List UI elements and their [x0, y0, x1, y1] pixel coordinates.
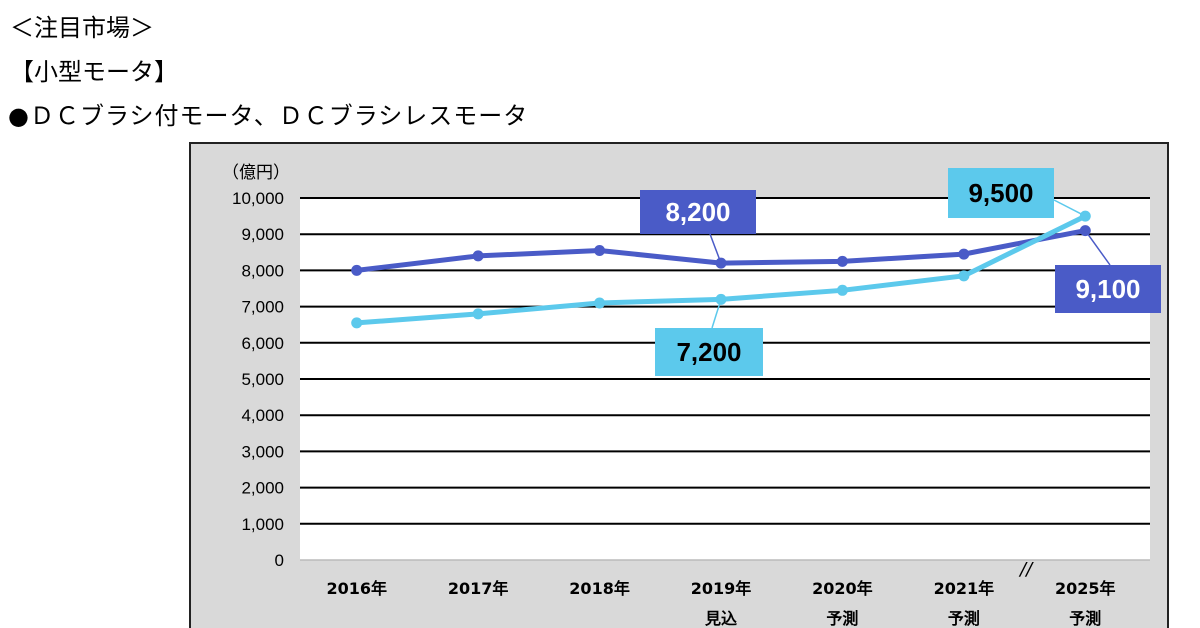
data-label-box [655, 328, 763, 376]
chart-subtitle: ●ＤＣブラシ付モータ、ＤＣブラシレスモータ [8, 102, 529, 130]
y-tick-label: 2,000 [241, 479, 284, 498]
series-dark-point [594, 244, 606, 256]
series-dark-point [958, 248, 970, 260]
annotation-leader [711, 299, 722, 329]
series-dark-point [351, 264, 363, 276]
y-tick-label: 3,000 [241, 442, 284, 461]
y-tick-label: 7,000 [241, 298, 284, 317]
x-tick-note: 予測 [948, 609, 980, 628]
series-dark-point [836, 255, 848, 267]
x-tick-label: 2020年 [812, 579, 873, 598]
data-label: 9,100 [1075, 274, 1140, 304]
series-light-point [594, 297, 606, 309]
x-tick-label: 2017年 [448, 579, 509, 598]
x-tick-label: 2016年 [326, 579, 387, 598]
category-heading: 【小型モータ】 [10, 58, 178, 86]
data-label: 8,200 [665, 197, 730, 227]
data-label-box [948, 168, 1054, 218]
section-heading: ＜注目市場＞ [10, 14, 154, 42]
y-tick-label: 0 [275, 551, 284, 570]
series-light-point [472, 308, 484, 320]
y-axis-unit-label: （億円） [222, 163, 290, 182]
data-label: 9,500 [968, 178, 1033, 208]
y-tick-label: 9,000 [241, 225, 284, 244]
data-label-box [1055, 265, 1161, 313]
x-tick-note: 見込 [704, 609, 737, 628]
y-tick-label: 8,000 [241, 261, 284, 280]
x-tick-label: 2019年 [691, 579, 752, 598]
x-tick-label: 2018年 [569, 579, 630, 598]
annotation-leader [709, 233, 722, 264]
y-tick-label: 4,000 [241, 406, 284, 425]
y-tick-label: 6,000 [241, 334, 284, 353]
series-light-point [836, 284, 848, 296]
y-tick-label: 5,000 [241, 370, 284, 389]
x-tick-label: 2025年 [1055, 579, 1116, 598]
x-tick-note: 予測 [826, 609, 858, 628]
x-tick-note: 予測 [1069, 609, 1101, 628]
data-label-box [640, 190, 756, 234]
annotation-leader [1084, 230, 1111, 266]
y-tick-label: 1,000 [241, 515, 284, 534]
x-tick-label: 2021年 [934, 579, 995, 598]
data-label: 7,200 [676, 337, 741, 367]
axis-break-mark: // [1018, 559, 1034, 580]
series-light-point [958, 270, 970, 282]
series-dark-point [472, 250, 484, 262]
y-tick-label: 10,000 [232, 189, 284, 208]
series-light-point [351, 317, 363, 329]
annotation-leader [1053, 199, 1086, 217]
